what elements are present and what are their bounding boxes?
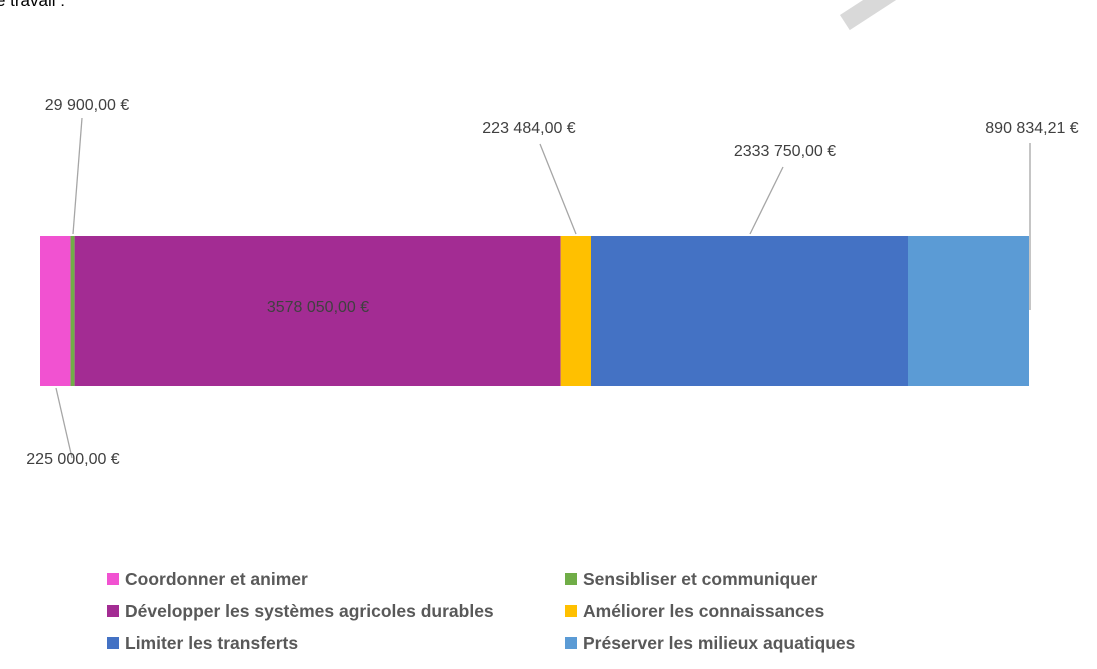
data-label-coordonner-et-animer: 225 000,00 € (26, 451, 120, 468)
top-text: e travail : (0, 0, 65, 10)
stacked-bar-chart: 225 000,00 € 29 900,00 € 3578 050,00 € 223 … (26, 97, 1079, 468)
legend-label: Sensibliser et communiquer (583, 568, 818, 589)
data-label-limiter-les-transferts: 2333 750,00 € (734, 143, 836, 160)
bar-segment-ameliorer-les-connaissances (560, 236, 591, 386)
bar-segment-limiter-les-transferts (591, 236, 908, 386)
bar-segment-coordonner-et-animer (40, 236, 71, 386)
legend-item-sensibliser-et-communiquer: Sensibliser et communiquer (565, 568, 1045, 590)
leader-line-limiter-les-transferts (749, 166, 784, 235)
leader-line-coordonner-et-animer (55, 387, 73, 459)
legend-label: Coordonner et animer (125, 568, 308, 589)
bar-segment-developper-les-systemes-agricoles-durables (74, 236, 561, 386)
legend-label: Développer les systèmes agricoles durabl… (125, 600, 494, 621)
legend-swatch (565, 637, 577, 649)
legend-swatch (107, 605, 119, 617)
bar-segment-preserver-les-milieux-aquatiques (908, 236, 1029, 386)
legend-item-preserver-les-milieux-aquatiques: Préserver les milieux aquatiques (565, 632, 1045, 654)
data-label-developper-les-systemes-agricoles-durables: 3578 050,00 € (267, 299, 369, 316)
data-label-preserver-les-milieux-aquatiques: 890 834,21 € (985, 120, 1079, 137)
legend-item-ameliorer-les-connaissances: Améliorer les connaissances (565, 600, 1045, 622)
legend-label: Améliorer les connaissances (583, 600, 825, 621)
legend-item-developper-les-systemes-agricoles-durables: Développer les systèmes agricoles durabl… (107, 600, 565, 622)
bar-segment-sensibliser-et-communiquer (70, 236, 75, 386)
leader-line-sensibliser-et-communiquer (72, 117, 83, 235)
legend-swatch (107, 637, 119, 649)
data-label-ameliorer-les-connaissances: 223 484,00 € (482, 120, 576, 137)
legend-label: Limiter les transferts (125, 632, 299, 653)
legend-swatch (107, 573, 119, 585)
chart-legend: Coordonner et animer Sensibliser et commu… (107, 568, 1067, 654)
legend-swatch (565, 605, 577, 617)
data-label-sensibliser-et-communiquer: 29 900,00 € (45, 97, 130, 114)
legend-item-coordonner-et-animer: Coordonner et animer (107, 568, 565, 590)
legend-label: Préserver les milieux aquatiques (583, 632, 856, 653)
legend-swatch (565, 573, 577, 585)
leader-line-ameliorer-les-connaissances (539, 143, 577, 235)
legend-item-limiter-les-transferts: Limiter les transferts (107, 632, 565, 654)
